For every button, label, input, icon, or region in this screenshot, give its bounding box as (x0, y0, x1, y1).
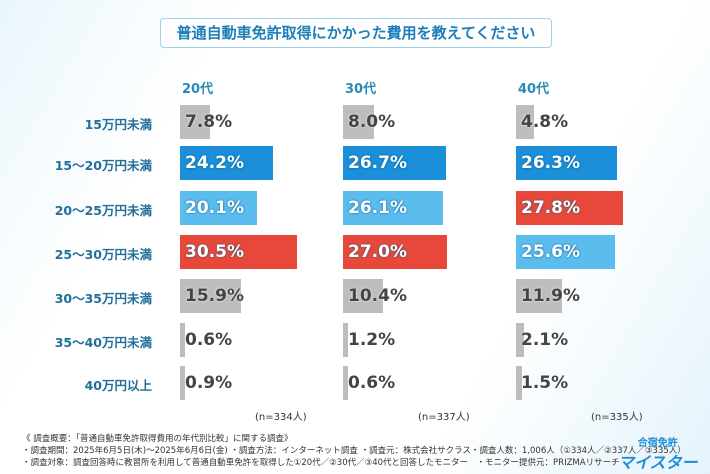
bar (180, 105, 211, 139)
bar (343, 105, 374, 139)
logo-line2: マイスター (618, 453, 698, 472)
data-label: 25.6% (521, 242, 580, 262)
data-label: 26.7% (348, 153, 407, 173)
row-label: 40万円以上 (84, 378, 152, 393)
data-label: 1.5% (521, 373, 569, 393)
data-label: 2.1% (521, 330, 569, 350)
data-label: 15.9% (185, 286, 244, 306)
logo: 合宿免許 マイスター (618, 434, 698, 473)
row-label: 15万円未満 (84, 117, 152, 132)
bar (180, 323, 185, 357)
data-label: 26.1% (348, 198, 407, 218)
row-label: 35～40万円未満 (54, 335, 152, 350)
data-label: 11.9% (521, 286, 580, 306)
data-label: 0.6% (348, 373, 396, 393)
data-label: 26.3% (521, 153, 580, 173)
bar (180, 279, 242, 313)
data-label: 8.0% (348, 112, 396, 132)
data-label: 20.1% (185, 198, 244, 218)
data-label: 0.9% (185, 373, 233, 393)
data-label: 0.6% (185, 330, 233, 350)
bar (516, 279, 562, 313)
sample-size: (n=335人) (591, 412, 643, 423)
bar (516, 366, 522, 400)
data-label: 30.5% (185, 242, 244, 262)
bar (343, 235, 447, 269)
chart-title: 普通自動車免許取得にかかった費用を教えてください (160, 18, 552, 48)
data-label: 10.4% (348, 286, 407, 306)
row-label: 15～20万円未満 (54, 158, 152, 173)
data-label: 27.0% (348, 242, 407, 262)
bar (343, 366, 348, 400)
footer-line: 《 調査概要：「普通自動車免許取得費用の年代別比較」に関する調査》 (22, 434, 293, 444)
series-header: 40代 (518, 82, 550, 97)
bar (180, 146, 274, 180)
logo-line1: 合宿免許 (637, 438, 678, 449)
bar (180, 366, 185, 400)
bar (516, 235, 615, 269)
data-label: 24.2% (185, 153, 244, 173)
data-label: 27.8% (521, 198, 580, 218)
bar (516, 146, 618, 180)
row-label: 25～30万円未満 (54, 247, 152, 262)
data-label: 4.8% (521, 112, 569, 132)
bar (180, 191, 258, 225)
series-header: 20代 (182, 82, 214, 97)
bar (343, 279, 384, 313)
row-label: 20～25万円未満 (54, 203, 152, 218)
bar (516, 323, 525, 357)
data-label: 7.8% (185, 112, 233, 132)
sample-size: (n=334人) (255, 412, 307, 423)
bar (516, 105, 535, 139)
bar (343, 191, 444, 225)
bar (343, 146, 446, 180)
footer-line: ・調査対象：調査回答時に教習所を利用して普通自動車免許を取得した①20代／②30… (22, 458, 620, 468)
row-label: 30～35万円未満 (54, 291, 152, 306)
data-label: 1.2% (348, 330, 396, 350)
series-header: 30代 (345, 82, 377, 97)
sample-size: (n=337人) (418, 412, 470, 423)
bar (516, 191, 624, 225)
bar (343, 323, 348, 357)
bar (180, 235, 298, 269)
footer-line: ・調査期間：2025年6月5日(木)～2025年6月6日(金) ・調査方法：イン… (22, 446, 686, 456)
